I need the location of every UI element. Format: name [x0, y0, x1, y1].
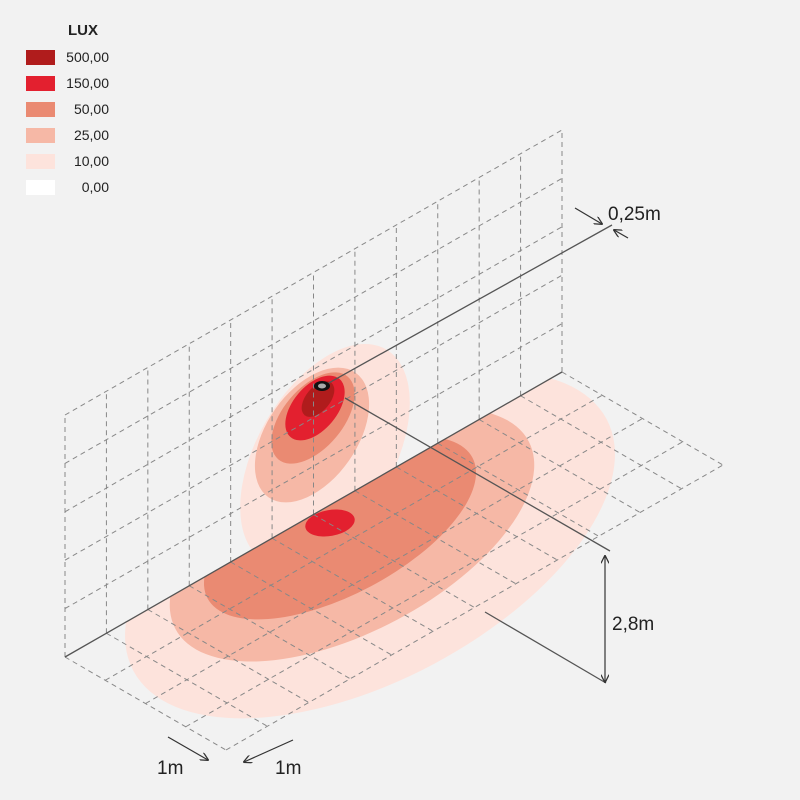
projection-line: [484, 611, 607, 684]
floor-grid-line: [105, 394, 603, 681]
wall-base-line: [64, 371, 563, 658]
legend-swatch: [26, 180, 55, 195]
floor-grid-line: [147, 609, 310, 703]
floor-grid-line: [561, 371, 724, 466]
floor-grid-line: [185, 441, 683, 728]
legend: LUX 500,00 150,00 50,00 25,00 10,00 0,00: [26, 22, 109, 195]
mount-line: [317, 224, 613, 390]
wall-grid-line: [64, 226, 563, 513]
wall-grid-line: [64, 274, 563, 561]
floor-grid-line: [145, 418, 643, 704]
height-label: 2,8m: [612, 614, 654, 635]
legend-label: 0,00: [82, 179, 109, 195]
wall-grid-line: [64, 177, 563, 464]
floor-grid-line: [313, 514, 475, 608]
legend-swatch: [26, 76, 55, 91]
wall-grid-line: [64, 323, 563, 610]
floor-grid-line: [188, 585, 351, 680]
legend-label: 150,00: [66, 75, 109, 91]
floor-contour-150: [305, 509, 355, 537]
legend-label: 50,00: [74, 101, 109, 117]
legend-swatch: [26, 102, 55, 117]
floor-grid-line: [225, 464, 724, 751]
offset-label: 0,25m: [608, 204, 661, 225]
legend-label: 25,00: [74, 127, 109, 143]
luminaire-lens: [318, 383, 326, 389]
legend-label: 500,00: [66, 49, 109, 65]
legend-swatch: [26, 128, 55, 143]
legend-title: LUX: [68, 22, 98, 39]
grid: [64, 129, 724, 751]
floor-grid-line: [437, 442, 600, 537]
legend-swatch: [26, 50, 55, 65]
grid-x-label: 1m: [157, 758, 183, 779]
legend-label: 10,00: [74, 153, 109, 169]
dimension-lines: [167, 207, 629, 762]
grid-y-label: 1m: [275, 758, 301, 779]
legend-swatch: [26, 154, 55, 169]
wall-grid-line: [64, 129, 563, 416]
projection-line: [344, 397, 611, 552]
